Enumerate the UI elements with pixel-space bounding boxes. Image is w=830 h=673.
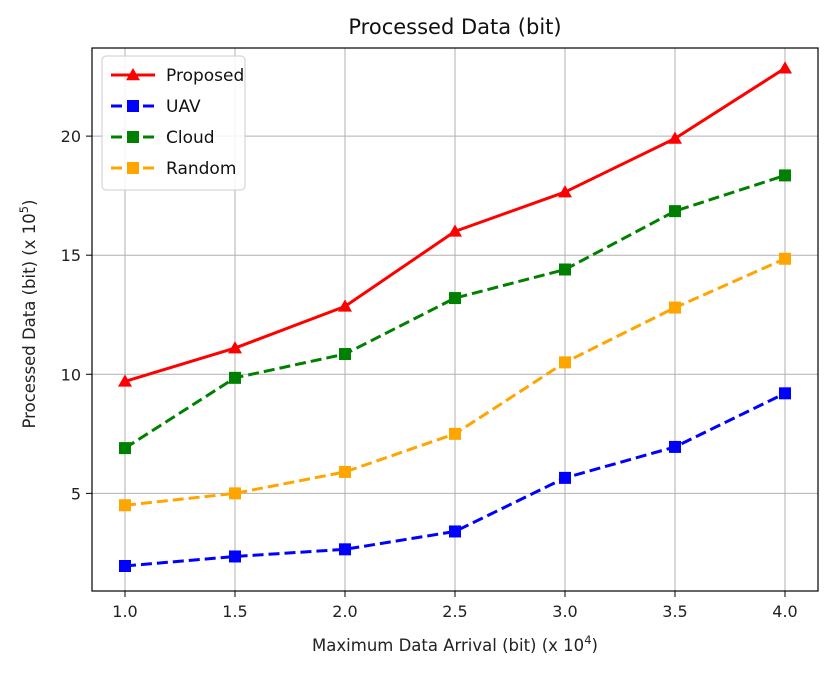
x-tick-label: 1.5 [222, 602, 247, 621]
legend-label-random: Random [166, 159, 236, 179]
axis-ticks: 1.0 1.5 2.0 2.5 3.0 3.5 4.0 5 10 15 20 [61, 127, 798, 621]
data-point-uav [559, 471, 571, 484]
y-axis-label: Processed Data (bit) (x 105) [17, 200, 39, 429]
x-tick-label: 3.0 [552, 602, 577, 621]
data-point-uav [779, 387, 791, 400]
data-point-proposed [228, 341, 242, 354]
series-uav [119, 387, 791, 572]
data-point-uav [339, 543, 351, 556]
data-point-cloud [449, 292, 461, 305]
data-point-proposed [448, 224, 462, 237]
data-point-cloud [229, 371, 241, 384]
legend-label-uav: UAV [166, 97, 201, 117]
series-cloud [119, 169, 791, 455]
x-tick-label: 1.0 [112, 602, 137, 621]
data-point-random [449, 427, 461, 440]
series-layer [118, 61, 792, 572]
data-point-random [559, 356, 571, 369]
data-point-random [779, 252, 791, 265]
data-point-cloud [779, 169, 791, 182]
data-point-cloud [559, 263, 571, 276]
data-point-proposed [558, 185, 572, 198]
data-point-cloud [119, 442, 131, 455]
data-point-uav [669, 440, 681, 453]
x-tick-label: 2.0 [332, 602, 357, 621]
legend-marker-proposed [126, 68, 140, 81]
legend-marker-random [127, 162, 139, 174]
y-axis-label-suffix: ) [20, 200, 39, 206]
y-tick-label: 10 [61, 365, 81, 384]
x-axis-label-exponent: 4 [584, 633, 591, 647]
y-tick-label: 5 [71, 484, 81, 503]
data-point-random [229, 487, 241, 500]
legend-marker-cloud [127, 131, 139, 143]
series-random [119, 252, 791, 512]
legend-label-proposed: Proposed [166, 66, 244, 86]
y-tick-label: 20 [61, 127, 81, 146]
x-tick-label: 3.5 [662, 602, 687, 621]
x-axis-label: Maximum Data Arrival (bit) (x 104) [312, 633, 598, 655]
data-point-random [119, 499, 131, 512]
data-point-cloud [669, 205, 681, 218]
data-point-uav [449, 525, 461, 538]
chart-title: Processed Data (bit) [348, 15, 561, 39]
x-axis-label-text: Maximum Data Arrival (bit) (x 10 [312, 636, 584, 655]
data-point-random [339, 465, 351, 478]
x-axis-label-suffix: ) [592, 636, 598, 655]
y-tick-label: 15 [61, 246, 81, 265]
data-point-proposed [118, 374, 132, 387]
data-point-uav [229, 550, 241, 563]
y-axis-label-text: Processed Data (bit) (x 10 [20, 213, 39, 428]
legend-box [101, 55, 246, 191]
data-point-random [669, 301, 681, 314]
x-tick-label: 4.0 [772, 602, 797, 621]
series-proposed [118, 61, 792, 387]
legend-marker-uav [127, 100, 139, 112]
data-point-proposed [778, 61, 792, 74]
data-point-uav [119, 559, 131, 572]
legend: Proposed UAV Cloud Random [101, 55, 246, 191]
data-point-cloud [339, 348, 351, 361]
legend-label-cloud: Cloud [166, 128, 215, 148]
data-point-proposed [338, 299, 352, 312]
y-axis-label-exponent: 5 [17, 206, 31, 213]
data-point-proposed [668, 131, 682, 144]
x-tick-label: 2.5 [442, 602, 467, 621]
